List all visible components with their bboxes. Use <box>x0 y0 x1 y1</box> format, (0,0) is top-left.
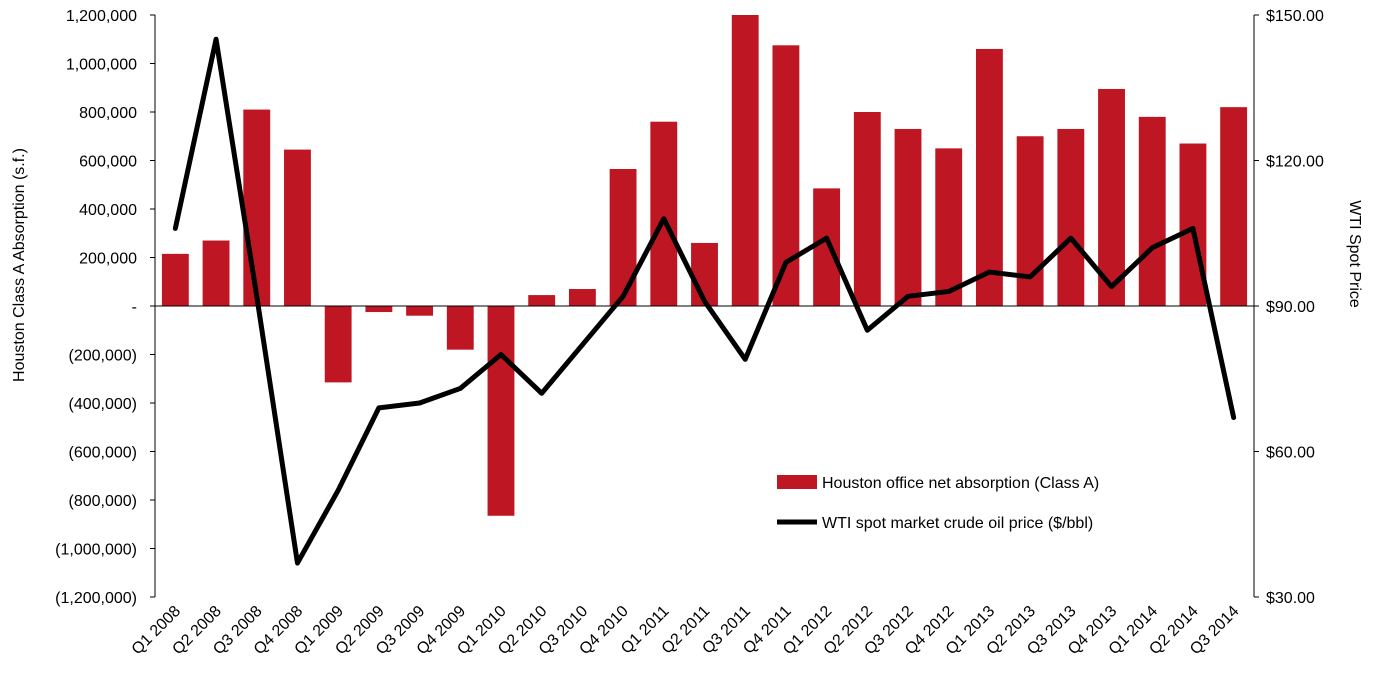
left-tick-label: (200,000) <box>69 348 138 365</box>
oil-price-line <box>172 36 1237 566</box>
absorption-bar <box>650 121 678 306</box>
absorption-bar <box>1098 88 1125 307</box>
absorption-bar <box>894 128 922 306</box>
left-tick-label: (1,000,000) <box>55 542 137 559</box>
absorption-bar <box>284 149 311 306</box>
legend-swatch-absorption <box>777 475 817 489</box>
right-tick-label: $30.00 <box>1266 590 1315 607</box>
left-tick-label: (1,200,000) <box>55 590 137 607</box>
absorption-bar <box>813 188 841 306</box>
left-tick-label: 200,000 <box>79 251 137 268</box>
left-tick-label: - <box>132 299 137 316</box>
left-axis-ticks: 1,200,000 1,000,000 800,000 600,000 400,000 2… <box>55 8 155 607</box>
absorption-bar <box>243 109 271 307</box>
absorption-bar <box>1138 116 1166 306</box>
absorption-bar <box>731 15 759 306</box>
legend-label-oil-price: WTI spot market crude oil price ($/bbl) <box>822 515 1093 532</box>
left-tick-label: (400,000) <box>69 396 138 413</box>
left-tick-label: (600,000) <box>69 445 138 462</box>
axes-layer <box>154 15 1255 597</box>
legend-label-absorption: Houston office net absorption (Class A) <box>822 475 1099 492</box>
absorption-bar <box>1220 107 1248 307</box>
left-tick-label: 800,000 <box>79 105 137 122</box>
line-layer <box>172 36 1237 566</box>
absorption-bar <box>406 306 433 316</box>
absorption-bar <box>935 148 963 307</box>
bars-layer <box>161 15 1248 516</box>
right-tick-label: $150.00 <box>1266 8 1324 25</box>
absorption-bar <box>1057 128 1085 306</box>
absorption-bar <box>487 306 515 516</box>
absorption-bar <box>853 112 881 306</box>
absorption-bar <box>975 48 1003 306</box>
absorption-bar <box>202 240 230 306</box>
right-tick-label: $90.00 <box>1266 299 1315 316</box>
right-axis-ticks: $150.00 $120.00 $90.00 $60.00 $30.00 <box>1254 8 1324 607</box>
absorption-bar <box>446 306 474 350</box>
absorption-bar <box>324 306 352 383</box>
absorption-bar <box>691 242 718 306</box>
left-tick-label: 400,000 <box>79 202 137 219</box>
absorption-bar <box>528 295 556 306</box>
left-tick-label: (800,000) <box>69 493 138 510</box>
right-tick-label: $60.00 <box>1266 445 1315 462</box>
absorption-bar <box>568 289 596 306</box>
absorption-bar <box>609 168 637 306</box>
absorption-bar <box>365 306 393 313</box>
right-axis-title: WTI Spot Price <box>1346 200 1363 308</box>
absorption-bar <box>161 253 189 306</box>
legend: Houston office net absorption (Class A) … <box>777 475 1099 532</box>
left-tick-label: 600,000 <box>79 154 137 171</box>
left-tick-label: 1,000,000 <box>66 57 137 74</box>
right-tick-label: $120.00 <box>1266 154 1324 171</box>
left-axis-title: Houston Class A Absorption (s.f.) <box>11 148 28 382</box>
absorption-bar <box>1016 136 1044 306</box>
left-tick-label: 1,200,000 <box>66 8 137 25</box>
